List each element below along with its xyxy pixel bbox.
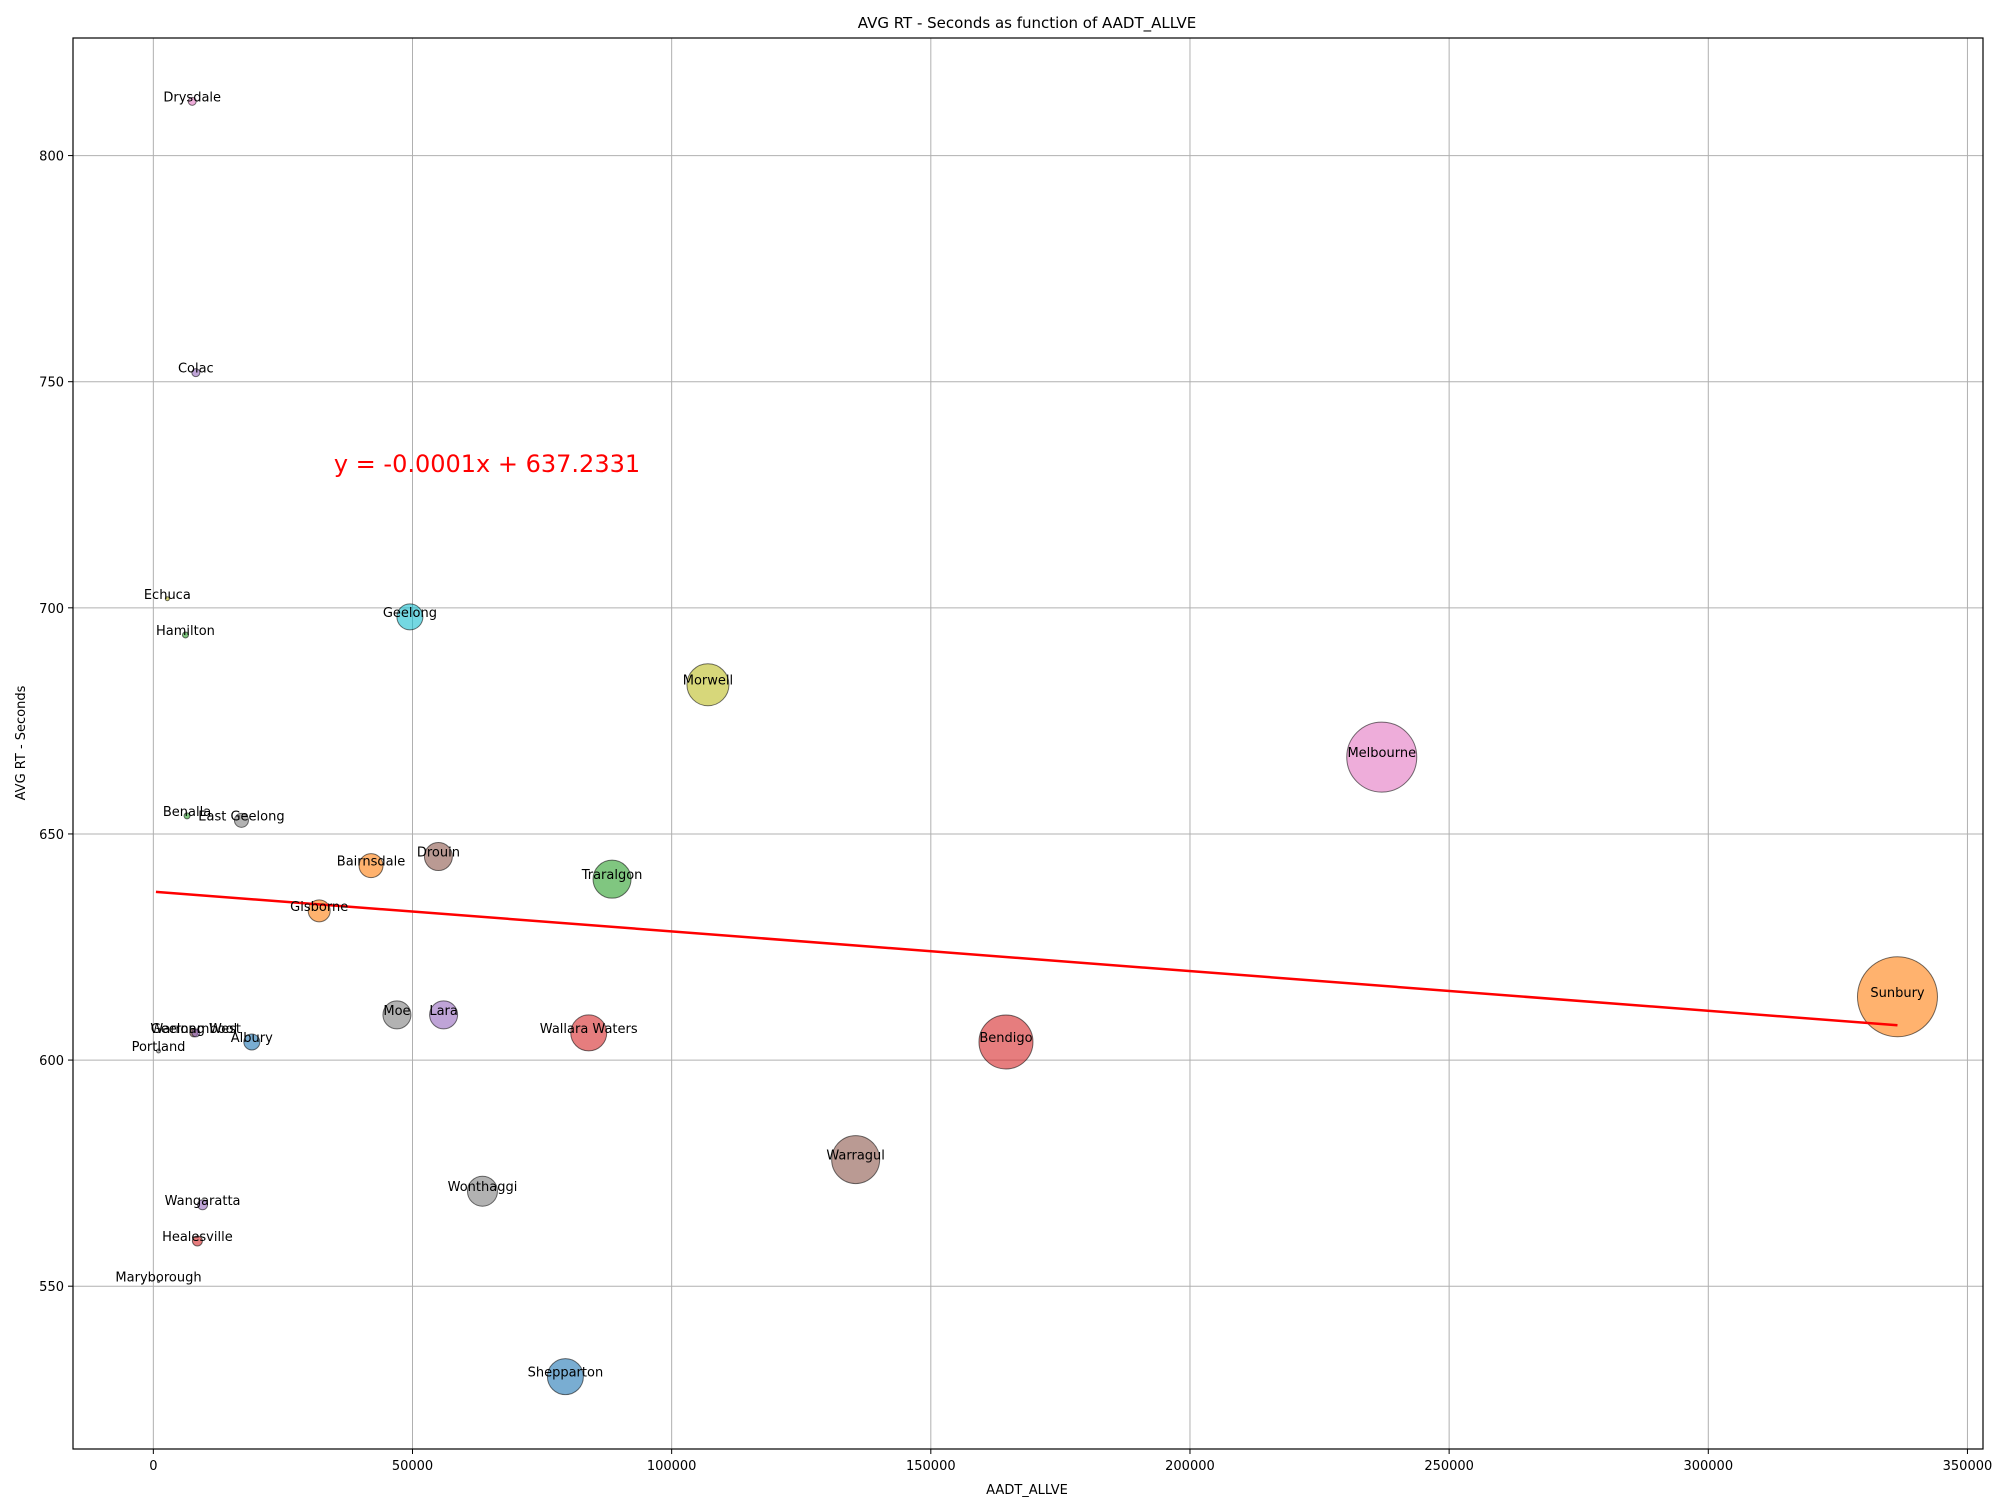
- data-point: [181, 631, 189, 639]
- data-point: [183, 812, 191, 820]
- point-label: Albury: [231, 1031, 273, 1046]
- x-tick-label: 200000: [1165, 1459, 1215, 1474]
- regression-equation: y = -0.0001x + 637.2331: [334, 450, 640, 478]
- regression-line: [155, 890, 1898, 1027]
- y-tick-label: 800: [39, 150, 64, 165]
- y-tick-label: 700: [39, 602, 64, 617]
- y-tick-label: 600: [39, 1054, 64, 1069]
- point-label: Wangaratta: [165, 1194, 241, 1209]
- data-point: [156, 1048, 162, 1054]
- point-label: Colac: [178, 362, 214, 377]
- data-point: [570, 1014, 608, 1052]
- data-point: [358, 853, 384, 879]
- point-label: Maryborough: [115, 1271, 201, 1286]
- point-label: Benalla: [163, 805, 211, 820]
- point-label: Gisborne: [290, 900, 348, 915]
- y-tick-label: 750: [39, 376, 64, 391]
- grid-lines: [73, 38, 1983, 1449]
- point-label: Sunbury: [1870, 986, 1925, 1001]
- data-point: [164, 596, 170, 602]
- data-point: [191, 1028, 201, 1038]
- x-axis-label: AADT_ALLVE: [986, 1483, 1068, 1498]
- x-tick-label: 250000: [1424, 1459, 1474, 1474]
- point-label: Wonthaggi: [448, 1180, 518, 1195]
- data-point: [978, 1014, 1034, 1070]
- point-label: Warragul: [826, 1149, 885, 1164]
- data-point: [382, 1000, 412, 1030]
- data-point: [1346, 721, 1418, 793]
- point-label: Echuca: [144, 588, 191, 603]
- point-label: Wallara Waters: [540, 1022, 638, 1037]
- y-axis-label: AVG RT - Seconds: [14, 685, 29, 800]
- point-label: Healesville: [162, 1230, 233, 1245]
- x-tick-label: 100000: [647, 1459, 697, 1474]
- point-label: Drysdale: [163, 90, 221, 105]
- axis-ticks: 0 50000 100000 150000 200000 250000 300000 3500…: [39, 150, 1992, 1474]
- x-tick-label: 50000: [392, 1459, 433, 1474]
- data-point: [233, 812, 249, 828]
- data-point: [197, 1199, 209, 1211]
- point-label: Moe: [383, 1004, 410, 1019]
- point-label: Warrnambool: [150, 1022, 237, 1037]
- point-label: Lara: [429, 1004, 458, 1019]
- point-label: Hamilton: [156, 624, 215, 639]
- point-label: East Geelong: [198, 809, 284, 824]
- x-tick-label: 350000: [1943, 1459, 1993, 1474]
- regression-layer: [155, 890, 1898, 1027]
- chart-title: AVG RT - Seconds as function of AADT_ALL…: [858, 14, 1196, 33]
- data-point: [243, 1033, 261, 1051]
- data-points: [156, 96, 1938, 1396]
- data-point: [429, 1000, 459, 1030]
- data-point: [396, 603, 424, 631]
- x-tick-label: 300000: [1683, 1459, 1733, 1474]
- data-point: [191, 1235, 203, 1247]
- point-label: Bendigo: [979, 1031, 1032, 1046]
- point-label: Traralgon: [581, 868, 643, 883]
- data-point: [157, 1280, 161, 1284]
- data-point: [191, 368, 201, 378]
- point-label: Drouin: [417, 846, 460, 861]
- y-tick-label: 550: [39, 1280, 64, 1295]
- data-point: [686, 663, 730, 707]
- data-point: [1856, 956, 1938, 1038]
- data-point: [831, 1135, 881, 1185]
- point-label: Geelong: [383, 606, 437, 621]
- point-label: Portland: [132, 1040, 186, 1055]
- point-label: Bairnsdale: [337, 855, 405, 870]
- point-label: Geelong West: [151, 1022, 241, 1037]
- point-labels: Drysdale Colac Echuca Hamilton Geelong Morwel…: [115, 90, 1924, 1380]
- data-point: [423, 842, 453, 872]
- x-tick-label: 150000: [906, 1459, 956, 1474]
- data-point: [592, 859, 632, 899]
- point-label: Morwell: [683, 674, 733, 689]
- x-tick-label: 0: [149, 1459, 157, 1474]
- y-tick-label: 650: [39, 828, 64, 843]
- point-label: Shepparton: [528, 1366, 604, 1381]
- data-point: [187, 96, 197, 106]
- data-point: [546, 1358, 584, 1396]
- point-label: Melbourne: [1347, 746, 1416, 761]
- plot-frame: [72, 37, 1984, 1450]
- data-point: [466, 1175, 498, 1207]
